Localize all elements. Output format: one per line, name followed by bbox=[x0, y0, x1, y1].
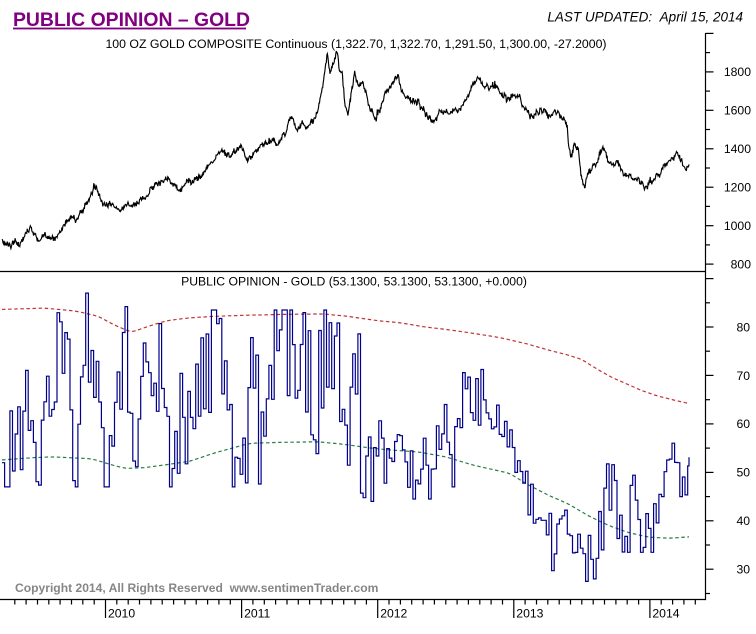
svg-text:1200: 1200 bbox=[724, 181, 751, 195]
svg-text:2012: 2012 bbox=[380, 607, 407, 621]
svg-text:60: 60 bbox=[736, 417, 750, 431]
svg-text:PUBLIC OPINION – GOLD: PUBLIC OPINION – GOLD bbox=[13, 9, 250, 31]
svg-text:LAST UPDATED: April 15, 2014: LAST UPDATED: April 15, 2014 bbox=[547, 10, 743, 25]
svg-text:80: 80 bbox=[736, 320, 750, 334]
svg-text:70: 70 bbox=[736, 369, 750, 383]
svg-text:40: 40 bbox=[736, 514, 750, 528]
svg-text:800: 800 bbox=[731, 257, 752, 271]
svg-text:1400: 1400 bbox=[724, 142, 751, 156]
svg-text:50: 50 bbox=[736, 466, 750, 480]
svg-text:Copyright 2014, All Rights Res: Copyright 2014, All Rights Reserved www.… bbox=[15, 581, 378, 595]
svg-text:PUBLIC OPINION - GOLD (53.1300: PUBLIC OPINION - GOLD (53.1300, 53.1300,… bbox=[181, 275, 527, 289]
svg-text:1600: 1600 bbox=[724, 104, 751, 118]
svg-text:2013: 2013 bbox=[516, 607, 543, 621]
svg-text:2014: 2014 bbox=[652, 607, 679, 621]
svg-text:2011: 2011 bbox=[244, 607, 270, 621]
svg-text:1800: 1800 bbox=[724, 65, 751, 79]
svg-text:100 OZ GOLD COMPOSITE Continuo: 100 OZ GOLD COMPOSITE Continuous (1,322.… bbox=[105, 37, 606, 51]
svg-text:1000: 1000 bbox=[724, 219, 751, 233]
svg-text:30: 30 bbox=[736, 563, 750, 577]
svg-text:2010: 2010 bbox=[108, 607, 135, 621]
